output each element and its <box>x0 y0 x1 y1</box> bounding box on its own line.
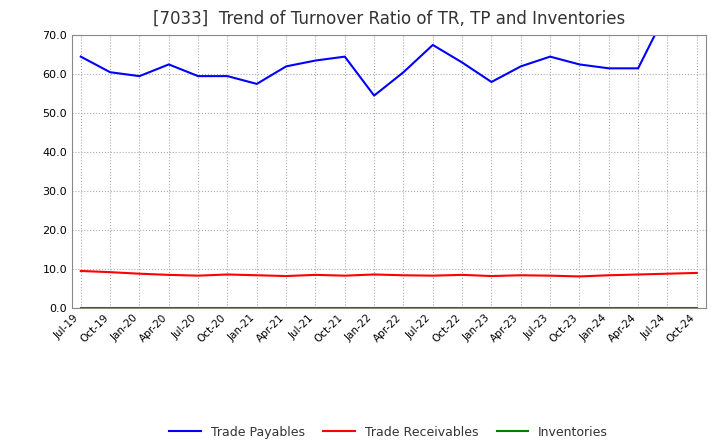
Trade Receivables <box>575 274 584 279</box>
Trade Payables <box>634 66 642 71</box>
Inventories <box>76 305 85 311</box>
Trade Receivables <box>341 273 349 278</box>
Line: Trade Payables: Trade Payables <box>81 10 697 95</box>
Inventories <box>663 305 672 311</box>
Trade Receivables <box>370 272 379 277</box>
Inventories <box>135 305 144 311</box>
Trade Payables <box>341 54 349 59</box>
Trade Payables <box>76 54 85 59</box>
Inventories <box>634 305 642 311</box>
Trade Payables <box>693 29 701 34</box>
Trade Receivables <box>76 268 85 274</box>
Inventories <box>458 305 467 311</box>
Inventories <box>341 305 349 311</box>
Inventories <box>546 305 554 311</box>
Trade Payables <box>194 73 202 79</box>
Inventories <box>282 305 290 311</box>
Trade Payables <box>135 73 144 79</box>
Inventories <box>194 305 202 311</box>
Trade Receivables <box>546 273 554 278</box>
Trade Receivables <box>634 272 642 277</box>
Trade Receivables <box>311 272 320 278</box>
Inventories <box>253 305 261 311</box>
Trade Receivables <box>516 273 525 278</box>
Trade Payables <box>370 93 379 98</box>
Trade Receivables <box>253 273 261 278</box>
Inventories <box>516 305 525 311</box>
Trade Payables <box>605 66 613 71</box>
Trade Receivables <box>399 273 408 278</box>
Trade Payables <box>428 42 437 48</box>
Trade Payables <box>223 73 232 79</box>
Trade Receivables <box>282 273 290 279</box>
Trade Receivables <box>458 272 467 278</box>
Line: Trade Receivables: Trade Receivables <box>81 271 697 276</box>
Inventories <box>223 305 232 311</box>
Trade Payables <box>546 54 554 59</box>
Inventories <box>106 305 114 311</box>
Trade Payables <box>253 81 261 87</box>
Inventories <box>311 305 320 311</box>
Trade Receivables <box>663 271 672 276</box>
Trade Payables <box>399 70 408 75</box>
Trade Receivables <box>135 271 144 276</box>
Trade Payables <box>106 70 114 75</box>
Trade Receivables <box>487 273 496 279</box>
Trade Receivables <box>164 272 173 278</box>
Trade Payables <box>575 62 584 67</box>
Title: [7033]  Trend of Turnover Ratio of TR, TP and Inventories: [7033] Trend of Turnover Ratio of TR, TP… <box>153 10 625 28</box>
Trade Payables <box>282 64 290 69</box>
Inventories <box>428 305 437 311</box>
Trade Payables <box>663 7 672 12</box>
Trade Receivables <box>106 270 114 275</box>
Trade Payables <box>164 62 173 67</box>
Trade Receivables <box>605 273 613 278</box>
Trade Receivables <box>223 272 232 277</box>
Inventories <box>575 305 584 311</box>
Inventories <box>399 305 408 311</box>
Trade Payables <box>311 58 320 63</box>
Inventories <box>487 305 496 311</box>
Inventories <box>164 305 173 311</box>
Inventories <box>693 305 701 311</box>
Trade Payables <box>487 79 496 84</box>
Trade Receivables <box>693 270 701 275</box>
Trade Payables <box>516 64 525 69</box>
Legend: Trade Payables, Trade Receivables, Inventories: Trade Payables, Trade Receivables, Inven… <box>164 421 613 440</box>
Trade Payables <box>458 60 467 65</box>
Trade Receivables <box>428 273 437 278</box>
Inventories <box>370 305 379 311</box>
Inventories <box>605 305 613 311</box>
Trade Receivables <box>194 273 202 278</box>
